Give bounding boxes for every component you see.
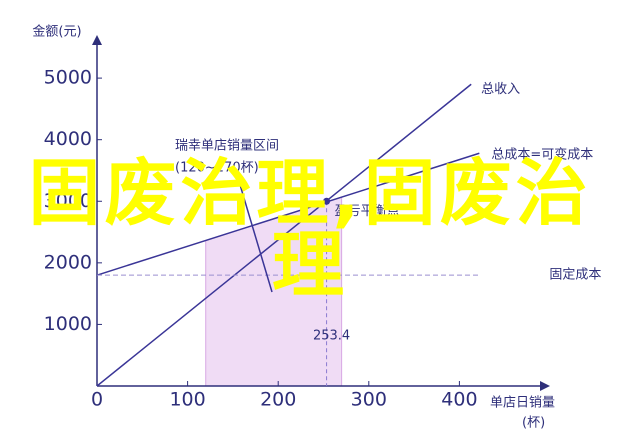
break-even-label: 盈亏平衡点: [335, 204, 400, 219]
y-tick-label: 3000: [44, 190, 92, 212]
x-axis-unit: (杯): [522, 416, 545, 431]
x-axis-label: 单店日销量: [490, 396, 555, 411]
range-band-sublabel: (120~270杯): [175, 161, 259, 176]
y-tick-label: 1000: [44, 313, 92, 335]
series-label: 固定成本: [549, 268, 601, 283]
x-tick-label: 300: [351, 389, 387, 411]
series-line: [96, 83, 472, 387]
x-tick-label: 0: [91, 389, 103, 411]
x-tick-label: 100: [169, 389, 205, 411]
overlay-text: 固废治理,固废治理: [28, 151, 592, 307]
x-axis-arrow: [540, 381, 550, 391]
series-label: 总收入: [481, 82, 520, 97]
y-axis-label: 金额(元): [32, 24, 81, 40]
y-tick-label: 4000: [44, 128, 92, 150]
y-tick-label: 2000: [44, 251, 92, 273]
x-tick-label: 400: [441, 389, 477, 411]
break-even-point: [323, 197, 331, 205]
y-axis-arrow: [92, 35, 102, 45]
y-tick-label: 5000: [44, 67, 92, 89]
range-band-label: 瑞幸单店销量区间: [175, 139, 279, 154]
break-even-x-label: 253.4: [313, 329, 350, 344]
annotation-arrow: [237, 177, 273, 293]
series-label: 总成本=可变成本: [491, 147, 593, 163]
series-line: [96, 152, 480, 276]
x-tick-label: 200: [260, 389, 296, 411]
